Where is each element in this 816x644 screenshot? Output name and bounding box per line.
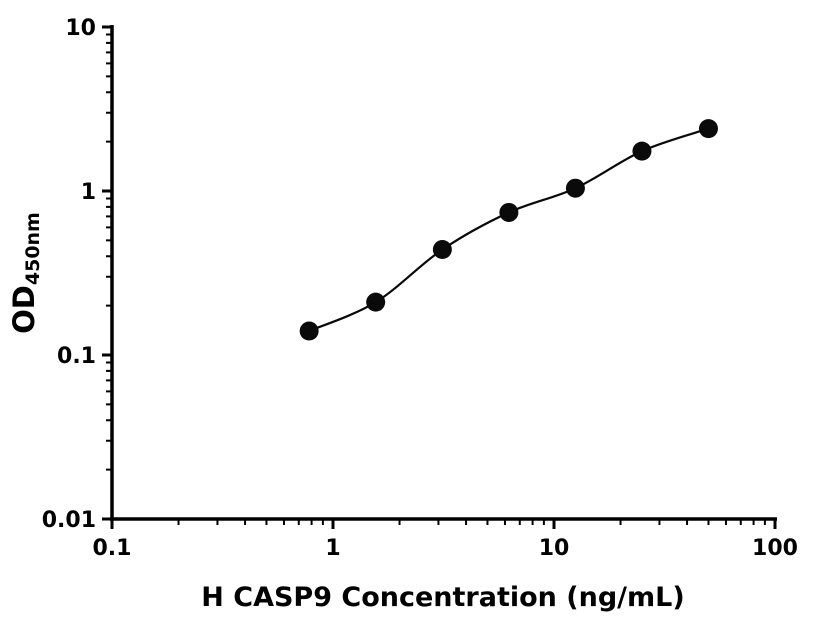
y-axis-title: OD450nm: [7, 212, 44, 334]
data-point: [698, 119, 718, 139]
data-point: [299, 321, 319, 341]
data-point: [499, 202, 519, 222]
y-tick-label: 10: [65, 16, 96, 41]
x-tick-label: 10: [539, 536, 570, 561]
data-point: [432, 239, 452, 259]
y-tick-label: 0.01: [42, 508, 96, 533]
x-tick-label: 0.1: [93, 536, 132, 561]
data-point: [632, 141, 652, 161]
x-axis-title: H CASP9 Concentration (ng/mL): [201, 582, 684, 613]
chart-generated-layer: 0.1 1 10 100 0.01 0.1 1 10: [42, 16, 798, 561]
x-tick-label: 1: [325, 536, 340, 561]
y-tick-label: 1: [81, 180, 96, 205]
x-tick-label: 100: [752, 536, 798, 561]
y-axis-title-subscript: 450nm: [22, 212, 44, 285]
y-axis-title-main: OD: [7, 285, 41, 334]
y-tick-label: 0.1: [57, 344, 96, 369]
data-point: [366, 292, 386, 312]
data-point: [565, 178, 585, 198]
